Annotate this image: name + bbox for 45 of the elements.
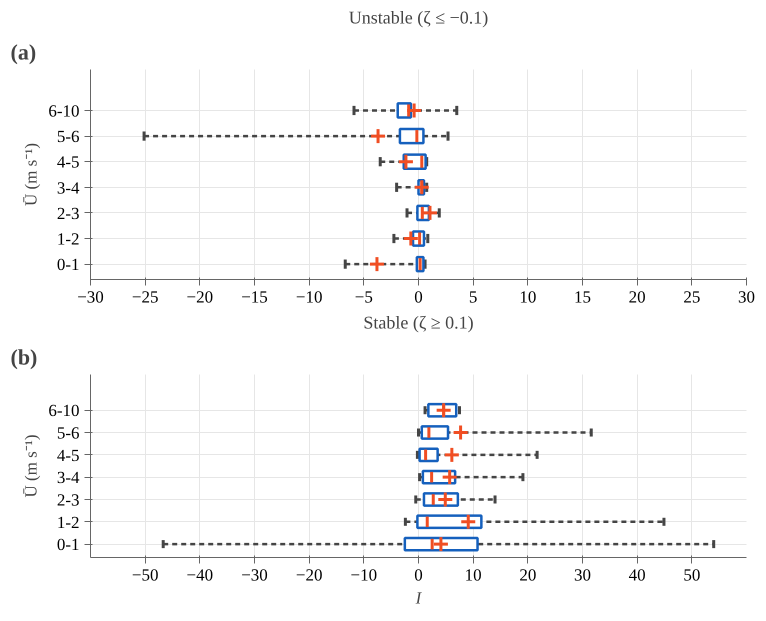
x-tick-label: 10 bbox=[519, 288, 536, 306]
x-tick-label: 30 bbox=[738, 288, 755, 306]
x-tick-label: −10 bbox=[296, 288, 322, 306]
y-tick-label: 1-2 bbox=[56, 512, 80, 532]
x-tick-label: 10 bbox=[464, 566, 482, 584]
x-tick-label: −40 bbox=[186, 566, 214, 584]
x-tick-label: 20 bbox=[628, 288, 646, 306]
y-tick-label: 2-3 bbox=[56, 204, 80, 223]
x-tick-label: 0 bbox=[414, 288, 423, 306]
x-tick-label: 30 bbox=[574, 566, 591, 584]
x-tick-label: 5 bbox=[468, 288, 478, 306]
x-tick-label: −10 bbox=[350, 566, 378, 584]
chart-title: Unstable (ζ ≤ −0.1) bbox=[348, 8, 488, 28]
x-tick-label: −15 bbox=[241, 288, 268, 306]
chart-title: Stable (ζ ≥ 0.1) bbox=[363, 312, 474, 332]
y-tick-label: 0-1 bbox=[56, 535, 80, 554]
y-tick-label: 1-2 bbox=[56, 230, 80, 249]
x-tick-label: −25 bbox=[132, 288, 158, 306]
y-tick-label: 4-5 bbox=[56, 152, 80, 172]
y-tick-label: 0-1 bbox=[56, 255, 80, 274]
y-axis-title: Ū (m s⁻¹) bbox=[21, 142, 40, 206]
y-tick-label: 5-6 bbox=[56, 424, 80, 443]
y-tick-label: 6-10 bbox=[48, 101, 80, 120]
y-tick-label: 2-3 bbox=[56, 490, 80, 510]
x-tick-label: −20 bbox=[296, 566, 322, 584]
x-tick-label: 20 bbox=[519, 566, 536, 584]
x-tick-label: 25 bbox=[683, 288, 700, 306]
x-tick-label: 0 bbox=[414, 566, 423, 584]
x-tick-label: 15 bbox=[574, 288, 591, 306]
x-tick-label: −50 bbox=[132, 566, 158, 584]
y-tick-label: 4-5 bbox=[56, 446, 80, 465]
x-tick-label: −30 bbox=[77, 288, 104, 306]
x-tick-label: 40 bbox=[628, 566, 646, 584]
y-tick-label: 3-4 bbox=[56, 468, 80, 488]
x-tick-label: 50 bbox=[683, 566, 700, 584]
y-tick-label: 3-4 bbox=[56, 178, 80, 198]
y-tick-label: 5-6 bbox=[56, 127, 80, 146]
x-axis-title: I bbox=[414, 588, 423, 608]
x-tick-label: −5 bbox=[354, 288, 373, 306]
x-tick-label: −20 bbox=[186, 288, 214, 306]
y-tick-label: 6-10 bbox=[48, 401, 80, 420]
text: (b) bbox=[10, 344, 38, 370]
text: (a) bbox=[10, 40, 36, 64]
y-axis-title: Ū (m s⁻¹) bbox=[21, 434, 40, 498]
x-tick-label: −30 bbox=[241, 566, 268, 584]
